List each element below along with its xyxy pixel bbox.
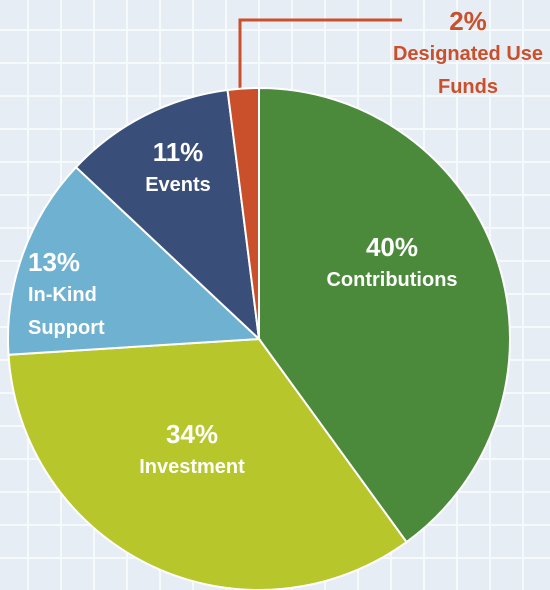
slice-label: 2% Designated Use Funds [383,4,550,104]
value-label: 11% [152,137,204,167]
pie-slice [258,86,511,544]
slice-label: 40% Contributions [292,230,492,297]
slice-label: 13% In-Kind Support [28,245,138,345]
value-label: 13% [28,247,81,277]
slice-label: 11% Events [128,135,228,202]
category-label: In-Kind Support [28,284,105,339]
value-label: 40% [365,232,419,262]
category-label: Investment [139,456,245,478]
slice-label: 34% Investment [92,417,292,484]
pie-slice [226,86,260,340]
pie-slice [7,337,408,590]
category-label: Contributions [326,269,458,291]
value-label: 2% [449,6,487,36]
pie-slice [74,88,261,342]
pie-slice [7,165,262,356]
value-label: 34% [165,419,219,449]
leader-line [238,18,402,88]
category-label: Designated Use Funds [392,43,544,98]
category-label: Events [145,174,211,196]
